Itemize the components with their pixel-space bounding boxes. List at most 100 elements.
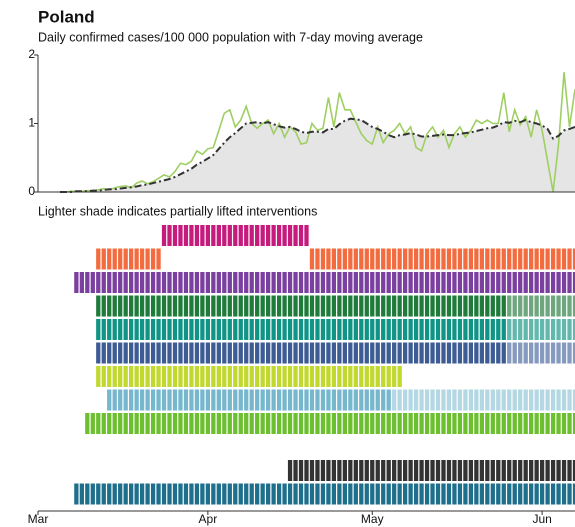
intervention-day [145,248,150,270]
intervention-day [107,272,112,293]
intervention-day [567,460,572,481]
intervention-day [320,272,326,293]
intervention-day [145,295,150,317]
intervention-day [572,460,575,481]
intervention-day [397,483,402,505]
intervention-day [123,342,128,364]
intervention-day [501,248,506,270]
intervention-day [320,389,326,411]
intervention-day [200,342,205,364]
intervention-day [567,413,572,434]
intervention-day [474,389,479,411]
intervention-day [534,272,539,293]
intervention-day [101,295,106,317]
intervention-day [435,413,441,434]
intervention-day [561,413,567,434]
intervention-day [381,460,386,481]
intervention-day [561,342,567,364]
intervention-day [523,413,528,434]
intervention-day [123,319,128,340]
intervention-day [441,413,446,434]
intervention-day [386,413,391,434]
intervention-day [386,366,391,387]
intervention-day [129,272,134,293]
intervention-day [205,413,211,434]
intervention-day [112,342,117,364]
intervention-day [249,413,254,434]
intervention-day [79,272,84,293]
intervention-day [468,389,474,411]
intervention-day [452,483,457,505]
intervention-day [556,272,561,293]
intervention-day [266,342,271,364]
intervention-day [424,342,430,364]
intervention-day [348,413,353,434]
intervention-day [392,319,397,340]
intervention-day [183,295,189,317]
intervention-day [353,342,358,364]
intervention-day [315,319,320,340]
intervention-day [452,272,457,293]
intervention-day [150,413,156,434]
intervention-day [512,342,517,364]
intervention-day [139,389,145,411]
intervention-day [161,272,167,293]
intervention-day [233,389,238,411]
intervention-day [107,295,112,317]
intervention-day [342,460,347,481]
intervention-day [216,272,221,293]
intervention-day [222,319,227,340]
intervention-day [375,389,380,411]
intervention-day [435,483,441,505]
intervention-day [397,342,402,364]
intervention-day [364,483,369,505]
intervention-day [529,460,534,481]
intervention-day [556,483,561,505]
intervention-day [359,342,364,364]
intervention-period [74,272,575,293]
intervention-day [96,319,101,340]
intervention-day [485,342,490,364]
intervention-day [320,319,326,340]
intervention-day [216,483,221,505]
intervention-day [222,225,227,246]
intervention-day [523,460,528,481]
intervention-day [331,366,337,387]
intervention-day [479,272,484,293]
intervention-day [479,389,484,411]
intervention-day [556,389,561,411]
intervention-day [501,342,506,364]
intervention-day [485,319,490,340]
intervention-day [211,225,216,246]
intervention-day [118,295,123,317]
intervention-day [474,248,479,270]
intervention-day [523,389,528,411]
intervention-day [337,389,342,411]
intervention-day [474,342,479,364]
intervention-day [556,460,561,481]
intervention-day [244,366,249,387]
intervention-day [150,483,156,505]
intervention-day [276,225,282,246]
intervention-day [216,413,221,434]
intervention-day [167,319,172,340]
intervention-day [189,272,194,293]
intervention-day [419,413,424,434]
intervention-day [287,272,293,293]
intervention-day [441,460,446,481]
intervention-day [205,483,211,505]
intervention-day [337,342,342,364]
intervention-day [419,342,424,364]
intervention-day [276,295,282,317]
intervention-day [397,319,402,340]
intervention-day [496,483,501,505]
intervention-day [183,342,189,364]
intervention-day [364,248,369,270]
intervention-day [375,319,380,340]
intervention-day [539,413,545,434]
intervention-day [271,319,276,340]
intervention-day [512,483,517,505]
intervention-day [101,413,106,434]
intervention-day [134,483,139,505]
intervention-day [550,483,556,505]
